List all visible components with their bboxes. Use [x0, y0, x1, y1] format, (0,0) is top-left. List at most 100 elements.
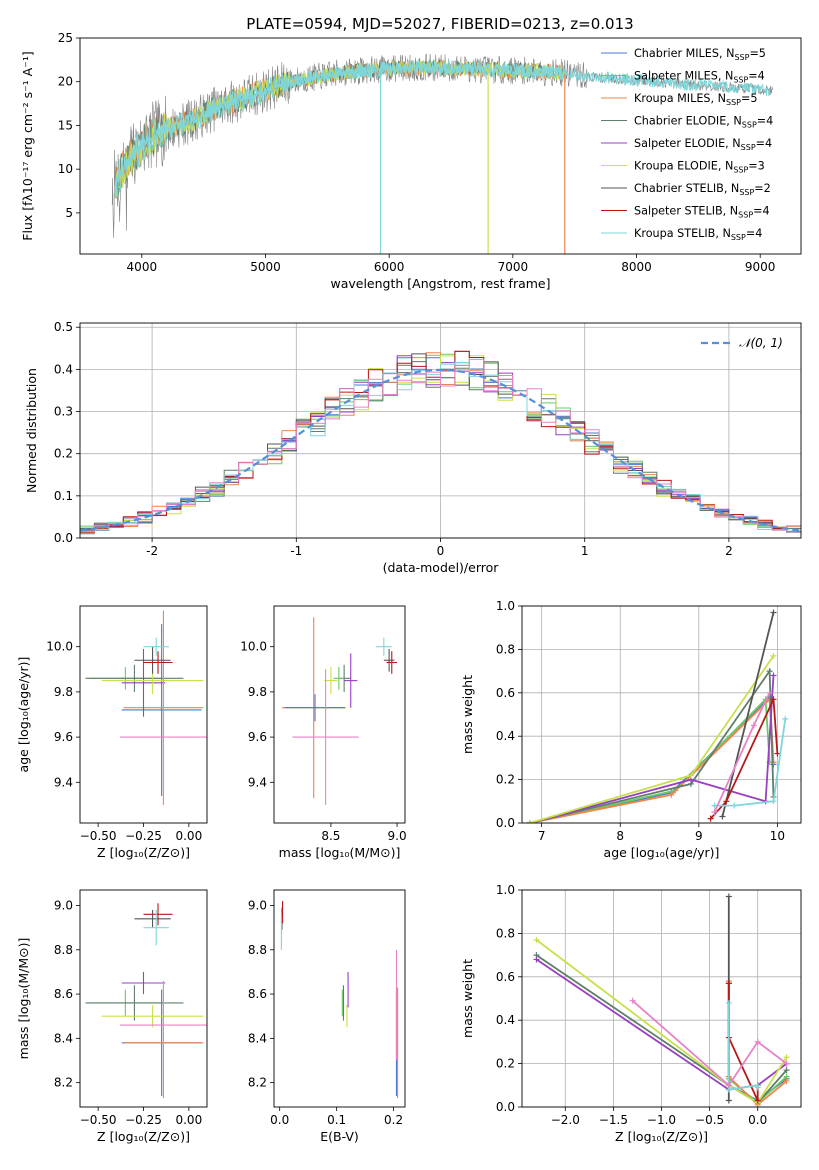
legend-entry: Chabrier ELODIE, NSSP=4 — [634, 115, 773, 130]
x-axis-label: wavelength [Angstrom, rest frame] — [330, 276, 550, 291]
y-tick-label: 25 — [58, 31, 73, 45]
legend-entry: Kroupa MILES, NSSP=5 — [634, 92, 757, 107]
legend-entry-sub: SSP — [733, 76, 748, 85]
axes-frame — [273, 605, 406, 824]
mass-weight-line-salpeter_miles — [529, 697, 771, 823]
x-tick-label: 7 — [538, 829, 546, 843]
y-axis-label: mass [log₁₀(M/M⊙)] — [16, 938, 31, 1060]
residuals-legend: 𝒩(0, 1) — [701, 336, 783, 350]
legend-entry-sub: SSP — [733, 166, 748, 175]
x-tick-label: −0.5 — [695, 1113, 724, 1127]
y-axis-label: age [log₁₀(age/yr)] — [16, 657, 31, 773]
x-axis-label: (data-model)/error — [383, 560, 500, 575]
data-point-marker — [770, 798, 777, 805]
x-tick-label: 0.00 — [175, 829, 202, 843]
x-axis-label: Z [log₁₀(Z/Z⊙)] — [97, 1129, 190, 1144]
y-tick-label: 0.6 — [496, 686, 515, 700]
legend-entry-tail: =4 — [756, 137, 773, 150]
panel-age-vs-mass: 8.5 9.0 9.4 9.6 9.8 10.0 mass [log₁₀(M/M⊙)] — [240, 605, 407, 860]
x-tick-label: 9.0 — [388, 829, 407, 843]
y-tick-label: 0.2 — [54, 447, 73, 461]
x-tick-label: 0.0 — [270, 1113, 289, 1127]
data-point-marker — [766, 689, 773, 696]
x-tick-label: 0.0 — [748, 1113, 767, 1127]
y-tick-label: 8.2 — [54, 1076, 73, 1090]
x-axis-label: age [log₁₀(age/yr)] — [604, 845, 720, 860]
data-point-marker — [782, 715, 789, 722]
axes-frame — [79, 889, 208, 1108]
data-point-marker — [754, 1038, 761, 1045]
plot-area-mass-weight-vs-age — [526, 609, 789, 823]
data-point-marker — [770, 652, 777, 659]
x-tick-label: 10 — [770, 829, 785, 843]
legend-entry: 𝒩(0, 1) — [739, 336, 783, 350]
legend-entry-tail: =4 — [748, 70, 765, 83]
x-tick-label: 1 — [581, 544, 589, 558]
model-spectrum-kroupa-stelib-full — [114, 60, 771, 186]
normal-curve — [80, 368, 801, 532]
data-point-marker — [725, 999, 732, 1006]
legend-entry-main: Kroupa ELODIE, N — [634, 160, 733, 173]
y-tick-label: 0.3 — [54, 405, 73, 419]
legend-entry-tail: =4 — [753, 205, 770, 218]
data-point-marker — [725, 893, 732, 900]
mass-weight-line-chabrier_stelib — [721, 612, 775, 817]
x-tick-label: 0.00 — [175, 1113, 202, 1127]
data-point-marker — [783, 1077, 790, 1084]
y-tick-label: 0.0 — [496, 816, 515, 830]
x-axis-label: Z [log₁₀(Z/Z⊙)] — [97, 845, 190, 860]
data-point-marker — [723, 798, 730, 805]
x-tick-label: 0.2 — [384, 1113, 403, 1127]
y-tick-label: 10.0 — [46, 640, 73, 654]
legend-entry: Kroupa STELIB, NSSP=4 — [634, 227, 762, 242]
data-point-marker — [770, 609, 777, 616]
legend-entry-sub: SSP — [741, 143, 756, 152]
y-tick-label: 8.8 — [248, 943, 267, 957]
y-tick-label: 20 — [58, 75, 73, 89]
y-tick-label: 0.4 — [496, 729, 515, 743]
axes-frame — [273, 889, 406, 1108]
data-point-marker — [783, 1060, 790, 1067]
data-point-marker — [526, 820, 533, 823]
plot-area-mass-weight-vs-Z — [533, 893, 790, 1107]
x-tick-label: 9000 — [745, 260, 776, 274]
legend-entry-main: Kroupa STELIB, N — [634, 227, 731, 240]
legend-entry-tail: =3 — [748, 160, 765, 173]
x-tick-label: −1.0 — [647, 1113, 676, 1127]
x-tick-label: 0.1 — [327, 1113, 346, 1127]
x-tick-label: −0.25 — [125, 829, 162, 843]
y-tick-label: 0.6 — [496, 970, 515, 984]
legend-entry-main: Chabrier STELIB, N — [634, 182, 739, 195]
plot-area-mass-vs-Z — [85, 903, 207, 1099]
axes-frame — [79, 37, 802, 255]
y-tick-label: 0.1 — [54, 489, 73, 503]
y-axis-label: mass weight — [460, 675, 475, 754]
legend-entry-main: Salpeter STELIB, N — [634, 205, 738, 218]
y-tick-label: 0.8 — [496, 926, 515, 940]
plot-area-age-vs-mass — [281, 617, 398, 805]
legend-entry-sub: SSP — [742, 121, 757, 130]
legend-entry: Kroupa ELODIE, NSSP=3 — [634, 160, 765, 175]
y-tick-label: 9.6 — [54, 730, 73, 744]
x-tick-label: 6000 — [374, 260, 405, 274]
y-tick-label: 9.0 — [54, 899, 73, 913]
data-point-marker — [770, 759, 777, 766]
y-tick-label: 8.4 — [54, 1031, 73, 1045]
y-tick-label: 9.4 — [54, 775, 73, 789]
data-point-marker — [725, 980, 732, 987]
data-point-marker — [725, 1082, 732, 1089]
data-point-marker — [668, 791, 675, 798]
plot-area-spectrum — [111, 53, 773, 254]
x-tick-label: −1.5 — [599, 1113, 628, 1127]
mass-weight-line-salpeter_stelib — [709, 698, 779, 820]
y-tick-label: 9.0 — [248, 899, 267, 913]
legend-entry-tail: =5 — [741, 92, 758, 105]
data-point-marker — [766, 668, 773, 675]
data-point-marker — [725, 1097, 732, 1104]
legend-entry-sub: SSP — [739, 188, 754, 197]
x-tick-label: −0.50 — [80, 1113, 117, 1127]
y-tick-label: 0.0 — [54, 531, 73, 545]
y-tick-label: 9.8 — [248, 685, 267, 699]
